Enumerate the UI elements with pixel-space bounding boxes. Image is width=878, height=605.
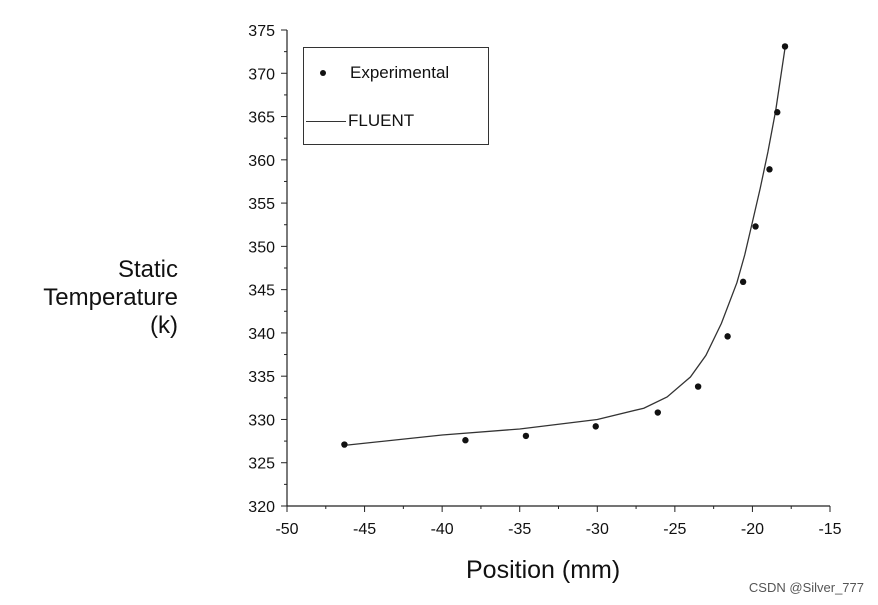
experimental-point [654,409,661,416]
y-axis-ticks: 320 325 330 335 340 345 350 355 360 365 370 375 [248,23,287,516]
y-axis-label-line-2: Temperature [43,284,178,311]
experimental-point [522,432,530,440]
fluent-series [344,48,786,447]
experimental-point [694,383,702,390]
x-tick-label: -20 [741,521,764,538]
x-axis-label: Position (mm) [466,556,621,584]
y-tick-label: 360 [248,153,275,170]
experimental-series [341,43,789,448]
experimental-point [341,441,348,448]
y-tick-label: 365 [248,110,275,127]
legend-item-experimental: Experimental [304,62,449,84]
experimental-point [724,333,731,340]
legend-dot-marker [320,70,326,76]
watermark: CSDN @Silver_777 [748,580,864,595]
fluent-line [344,48,786,447]
legend-line-marker [306,120,346,122]
x-axis-ticks: -50 -45 -40 -35 -30 -25 -20 -15 [275,506,842,538]
x-tick-label: -25 [663,521,686,538]
x-tick-label: -15 [818,521,841,538]
y-tick-label: 340 [248,326,275,343]
y-tick-label: 350 [248,239,275,256]
y-tick-label: 330 [248,412,275,429]
legend-item-fluent: FLUENT [304,110,414,132]
y-tick-label: 355 [248,196,275,213]
y-tick-label: 335 [248,369,275,386]
y-tick-label: 345 [248,283,275,300]
legend-label-experimental: Experimental [350,63,450,82]
y-tick-label: 375 [248,23,275,40]
experimental-point [774,109,781,116]
experimental-point [781,43,789,50]
experimental-point [462,437,469,444]
x-tick-label: -40 [431,521,454,538]
x-tick-label: -30 [586,521,609,538]
experimental-point [766,166,773,173]
x-tick-label: -45 [353,521,376,538]
x-tick-label: -35 [508,521,531,538]
x-tick-label: -50 [275,521,298,538]
experimental-point [592,423,599,430]
y-axis-label-line-1: Static [117,256,178,283]
y-tick-label: 370 [248,66,275,83]
experimental-point [752,223,759,230]
legend-label-fluent: FLUENT [348,111,415,130]
y-tick-label: 325 [248,456,275,473]
experimental-point [739,278,747,286]
legend: Experimental FLUENT [303,47,489,145]
y-tick-label: 320 [248,499,275,516]
y-axis-label-line-3: (k) [150,312,178,339]
